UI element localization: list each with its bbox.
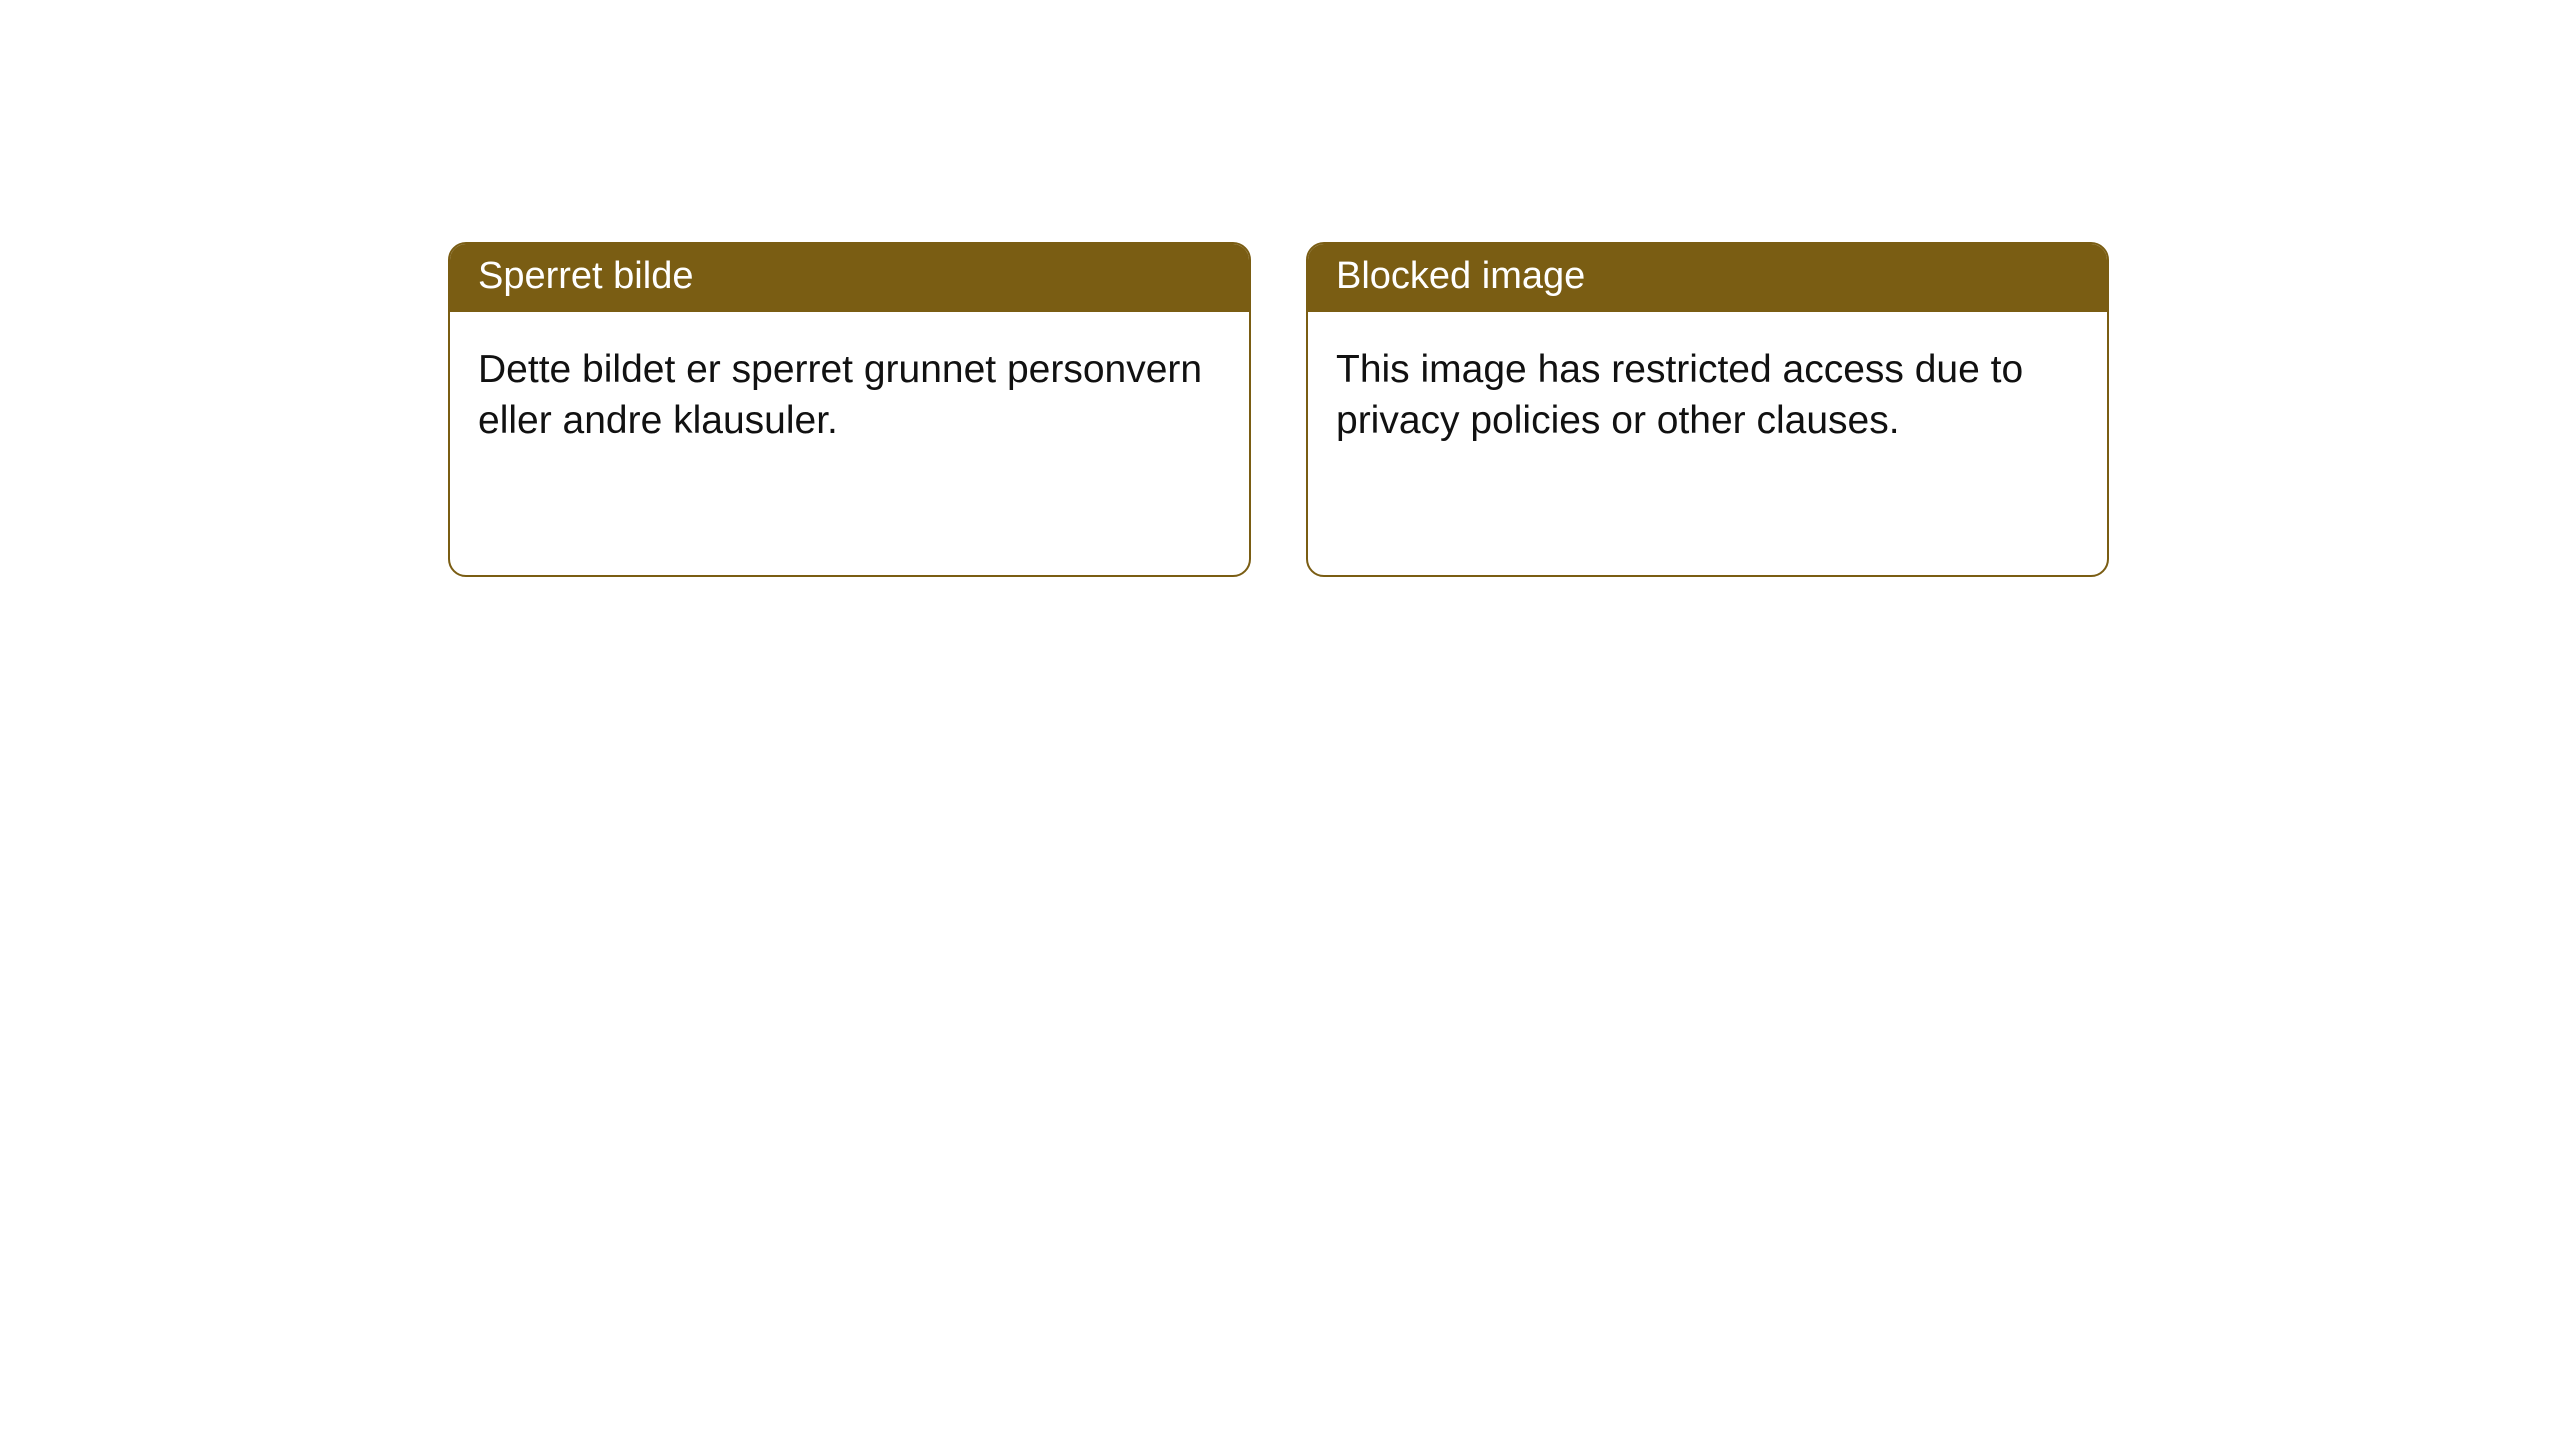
notice-card-english: Blocked image This image has restricted … — [1306, 242, 2109, 577]
card-body-text: Dette bildet er sperret grunnet personve… — [478, 348, 1202, 443]
notice-card-norwegian: Sperret bilde Dette bildet er sperret gr… — [448, 242, 1251, 577]
card-title: Blocked image — [1336, 255, 1585, 297]
card-body-text: This image has restricted access due to … — [1336, 348, 2023, 443]
card-title: Sperret bilde — [478, 255, 693, 297]
card-header: Sperret bilde — [450, 244, 1249, 312]
notice-cards-container: Sperret bilde Dette bildet er sperret gr… — [0, 0, 2560, 577]
card-header: Blocked image — [1308, 244, 2107, 312]
card-body: This image has restricted access due to … — [1308, 312, 2107, 480]
card-body: Dette bildet er sperret grunnet personve… — [450, 312, 1249, 480]
